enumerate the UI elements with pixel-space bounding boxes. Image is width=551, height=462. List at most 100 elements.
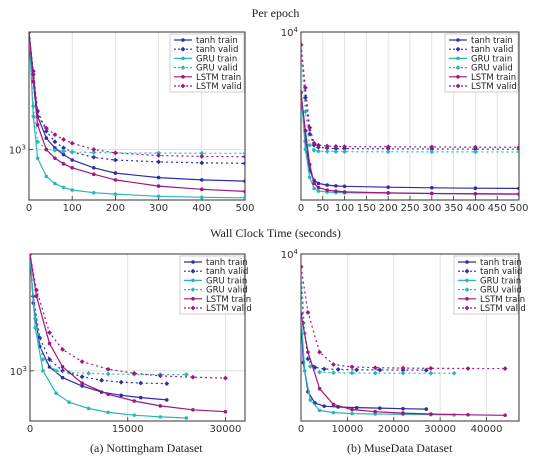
data-point	[30, 103, 36, 109]
legend-marker	[455, 46, 461, 52]
data-point	[91, 154, 97, 160]
data-point	[301, 90, 303, 95]
data-point	[307, 364, 313, 369]
data-point	[372, 370, 378, 376]
series-line-gru-valid	[29, 32, 245, 154]
data-point	[61, 185, 66, 190]
data-point	[473, 144, 478, 150]
series-line-gru-train	[301, 314, 455, 416]
x-tick-label: 10000	[331, 424, 363, 435]
data-point	[423, 367, 429, 373]
data-point	[334, 184, 338, 188]
data-point	[118, 379, 124, 385]
data-point	[53, 146, 57, 150]
x-tick-label: 0	[27, 424, 33, 435]
data-point	[200, 178, 204, 182]
series-line-lstm-train	[301, 92, 519, 195]
data-point	[429, 149, 435, 155]
data-point	[53, 156, 57, 160]
data-point	[92, 172, 96, 176]
data-point	[324, 149, 330, 154]
legend-marker	[465, 260, 469, 264]
legend-label: GRU train	[471, 54, 512, 64]
legend-marker	[181, 75, 185, 79]
data-point	[333, 144, 339, 149]
legend-label: LSTM valid	[206, 304, 252, 314]
data-point	[243, 195, 245, 200]
data-point	[60, 347, 65, 352]
x-tick-label: 30000	[210, 424, 242, 435]
data-point	[373, 409, 378, 414]
series-line-gru-train	[30, 254, 187, 419]
data-point	[308, 398, 313, 402]
x-tick-label: 200	[379, 203, 398, 214]
caption-nottingham: (a) Nottingham Dataset	[90, 441, 203, 455]
data-point	[301, 312, 303, 316]
data-point	[306, 350, 310, 354]
data-point	[331, 370, 336, 376]
data-point	[517, 186, 519, 191]
data-point	[47, 341, 52, 346]
data-point	[61, 152, 66, 157]
legend-label: LSTM train	[206, 295, 251, 305]
data-point	[316, 189, 321, 193]
x-tick-label: 15000	[112, 424, 144, 435]
data-point	[400, 365, 406, 371]
data-point	[52, 139, 58, 145]
data-point	[86, 406, 91, 411]
data-point	[183, 372, 189, 377]
data-point	[303, 128, 308, 133]
x-tick-label: 30000	[424, 424, 456, 435]
data-point	[386, 185, 391, 189]
data-point	[430, 185, 434, 190]
data-point	[105, 371, 111, 377]
data-point	[70, 166, 74, 170]
data-point	[322, 404, 326, 408]
x-tick-label: 20000	[378, 424, 410, 435]
data-point	[302, 109, 308, 115]
x-tick-label: 200	[106, 203, 125, 214]
legend-label: tanh train	[471, 36, 513, 46]
data-point	[30, 254, 33, 257]
data-point	[317, 369, 322, 375]
legend-label: GRU valid	[471, 64, 513, 74]
series-line-gru-train	[29, 32, 245, 199]
data-point	[199, 153, 205, 159]
y-tick-label: 104	[281, 26, 299, 39]
legend-label: tanh valid	[206, 267, 248, 277]
data-point	[317, 349, 322, 355]
data-point	[342, 184, 347, 189]
data-point	[354, 405, 359, 410]
data-point	[131, 370, 137, 376]
data-point	[47, 330, 52, 335]
data-point	[305, 310, 311, 315]
data-point	[302, 368, 307, 373]
data-point	[350, 411, 354, 416]
data-point	[52, 132, 58, 138]
data-point	[331, 410, 336, 415]
data-point	[342, 149, 347, 155]
data-point	[113, 171, 118, 175]
data-point	[53, 181, 57, 186]
legend-marker	[464, 305, 470, 311]
data-point	[61, 148, 66, 154]
x-tick-label: 350	[444, 203, 463, 214]
data-point	[138, 395, 143, 400]
data-point	[242, 154, 245, 160]
data-point	[335, 367, 341, 372]
data-point	[354, 367, 360, 373]
data-point	[44, 136, 49, 140]
legend-box	[444, 33, 519, 93]
data-point	[424, 407, 429, 411]
series-line-lstm-valid	[301, 266, 506, 370]
data-point	[321, 366, 327, 372]
x-tick-label: 150	[357, 203, 376, 214]
data-point	[451, 370, 457, 376]
data-point	[156, 153, 161, 158]
data-point	[307, 175, 312, 180]
data-point	[69, 140, 75, 146]
data-point	[316, 181, 321, 186]
legend-marker	[456, 38, 460, 42]
data-point	[302, 85, 308, 91]
